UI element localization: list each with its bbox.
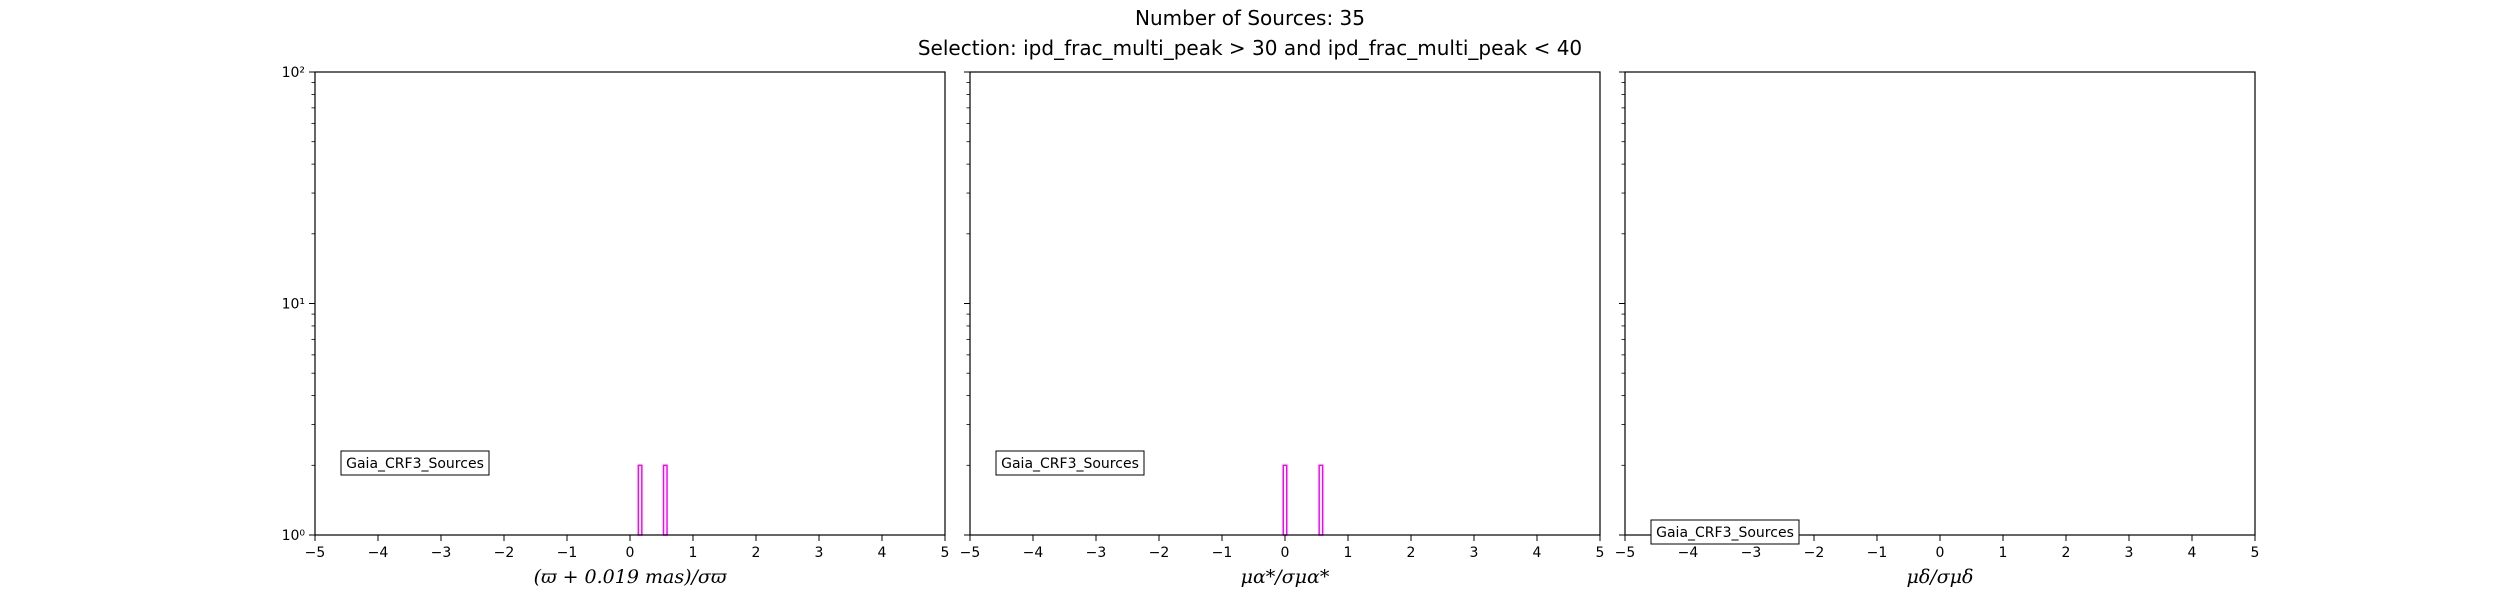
x-tick-label: 4 [1533, 545, 1542, 561]
x-tick-label: 1 [1999, 545, 2008, 561]
figure-subtitle: Selection: ipd_frac_multi_peak > 30 and … [918, 36, 1582, 60]
x-tick-label: 2 [1407, 545, 1416, 561]
x-tick-label: 2 [2062, 545, 2071, 561]
x-axis-label: μα*/σμα* [1241, 566, 1330, 588]
x-tick-label: 3 [1470, 545, 1479, 561]
y-tick-label: 10² [282, 65, 305, 81]
x-tick-label: 1 [1344, 545, 1353, 561]
chart-panel-2: −5 −4 −3 −2 −1 0 1 2 3 4 5 Gaia_CRF3_Sources μα*/σμα… [960, 71, 1605, 588]
panels: −5 −4 −3 −2 −1 0 1 2 3 4 5 10⁰ 10¹ 10² Gaia_CRF3_Sourc… [282, 65, 2260, 588]
x-tick-label: 5 [941, 545, 950, 561]
x-tick-label: 4 [2188, 545, 2197, 561]
x-tick-label: −2 [1149, 545, 1170, 561]
y-tick-label: 10¹ [282, 297, 305, 313]
x-tick-label: 3 [815, 545, 824, 561]
x-tick-label: 3 [2125, 545, 2134, 561]
x-tick-label: −3 [1086, 545, 1107, 561]
x-tick-label: −3 [1741, 545, 1762, 561]
x-tick-label: −2 [494, 545, 515, 561]
legend-box [340, 450, 490, 476]
chart-panel-1: −5 −4 −3 −2 −1 0 1 2 3 4 5 10⁰ 10¹ 10² Gaia_CRF3_Sourc… [282, 65, 950, 588]
figure-title: Number of Sources: 35 [1135, 6, 1365, 30]
legend-label: Gaia_CRF3_Sources [346, 456, 484, 472]
x-tick-label: 0 [626, 545, 635, 561]
x-tick-label: −1 [1212, 545, 1233, 561]
x-tick-label: −5 [960, 545, 981, 561]
x-tick-label: −1 [557, 545, 578, 561]
x-axis-label: μδ/σμδ [1907, 566, 1974, 588]
x-tick-label: 0 [1936, 545, 1945, 561]
x-tick-label: −5 [1615, 545, 1636, 561]
legend-label: Gaia_CRF3_Sources [1001, 456, 1139, 472]
x-tick-label: −1 [1867, 545, 1888, 561]
axes-frame [1624, 71, 2256, 536]
axes-frame [314, 71, 946, 536]
legend-box [995, 450, 1145, 476]
x-tick-label: −4 [1678, 545, 1699, 561]
x-tick-label: 0 [1281, 545, 1290, 561]
x-tick-label: −3 [431, 545, 452, 561]
x-tick-label: −4 [368, 545, 389, 561]
plot-area [1625, 72, 2255, 535]
x-tick-label: 5 [1596, 545, 1605, 561]
x-tick-label: 2 [752, 545, 761, 561]
x-tick-label: 4 [878, 545, 887, 561]
y-tick-label: 10⁰ [282, 528, 306, 544]
x-tick-label: 1 [689, 545, 698, 561]
legend-label: Gaia_CRF3_Sources [1656, 525, 1794, 541]
x-tick-label: −5 [305, 545, 326, 561]
axes-frame [969, 71, 1601, 536]
x-tick-label: −4 [1023, 545, 1044, 561]
x-tick-label: −2 [1804, 545, 1825, 561]
chart-panel-3: −5 −4 −3 −2 −1 0 1 2 3 4 5 Gaia_CRF3_Sources μδ/σμδ [1615, 71, 2260, 588]
x-tick-label: 5 [2251, 545, 2260, 561]
legend-box [1650, 519, 1800, 545]
x-axis-label: (ϖ + 0.019 mas)/σϖ [534, 566, 727, 588]
